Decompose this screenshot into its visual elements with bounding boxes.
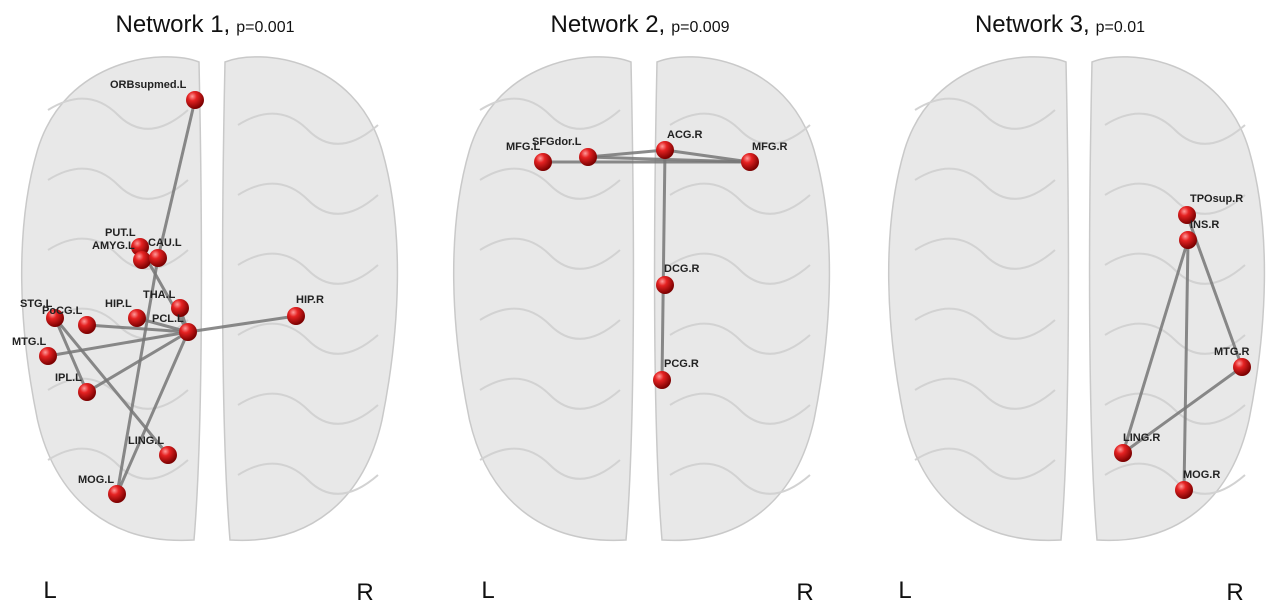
node-label: AMYG.L xyxy=(92,240,135,252)
node-label: IPL.L xyxy=(55,372,82,384)
title-text: Network 1, xyxy=(116,11,231,38)
node-label: PCG.R xyxy=(664,358,699,370)
panel-title: Network 3, p=0.01 xyxy=(975,11,1145,38)
node xyxy=(534,153,552,171)
node-label: THA.L xyxy=(143,289,176,301)
node xyxy=(39,347,57,365)
node-label: PUT.L xyxy=(105,227,136,239)
node-label: HIP.L xyxy=(105,298,132,310)
figure: Network 1, p=0.001 ORBsupmed.L PUT.LAMYG.L C… xyxy=(0,0,1283,604)
node-label: DCG.R xyxy=(664,263,700,275)
node-label: ORBsupmed.L xyxy=(110,79,187,91)
node xyxy=(579,148,597,166)
p-value: p=0.01 xyxy=(1096,19,1145,36)
node xyxy=(1175,481,1193,499)
panel: Network 3, p=0.01 TPOsup.R INS.R MTG.R LING.R… xyxy=(889,11,1265,604)
panel-title: Network 2, p=0.009 xyxy=(551,11,730,38)
node xyxy=(656,276,674,294)
left-label: L xyxy=(43,577,56,604)
node-label: TPOsup.R xyxy=(1190,193,1243,205)
node-label: MTG.L xyxy=(12,336,46,348)
right-label: R xyxy=(356,579,373,604)
node-label: PoCG.L xyxy=(42,305,83,317)
p-value: p=0.001 xyxy=(236,19,294,36)
node-label: MTG.R xyxy=(1214,346,1249,358)
right-label: R xyxy=(796,579,813,604)
p-value: p=0.009 xyxy=(671,19,729,36)
node xyxy=(1179,231,1197,249)
node xyxy=(128,309,146,327)
left-label: L xyxy=(481,577,494,604)
node-label: LING.L xyxy=(128,435,164,447)
node xyxy=(78,383,96,401)
left-label: L xyxy=(898,577,911,604)
node-label: INS.R xyxy=(1190,219,1219,231)
node xyxy=(656,141,674,159)
left-hemisphere xyxy=(889,57,1069,541)
node xyxy=(159,446,177,464)
left-hemisphere xyxy=(454,57,634,541)
node xyxy=(1114,444,1132,462)
node xyxy=(186,91,204,109)
node xyxy=(287,307,305,325)
title-text: Network 3, xyxy=(975,11,1090,38)
node-label: CAU.L xyxy=(148,237,182,249)
node xyxy=(78,316,96,334)
node xyxy=(741,153,759,171)
panel: Network 2,p=0.009MFG.LSFGdor.LACG.RMFG.R… xyxy=(454,11,830,604)
node-label: ACG.R xyxy=(667,129,703,141)
node xyxy=(108,485,126,503)
node xyxy=(133,251,151,269)
node-label: LING.R xyxy=(1123,432,1160,444)
node-label: SFGdor.L xyxy=(532,136,582,148)
node xyxy=(149,249,167,267)
node-label: MOG.R xyxy=(1183,469,1220,481)
node-label: PCL.L xyxy=(152,313,184,325)
node xyxy=(653,371,671,389)
node-label: MFG.R xyxy=(752,141,787,153)
node xyxy=(179,323,197,341)
node-label: HIP.R xyxy=(296,294,324,306)
node-label: MOG.L xyxy=(78,474,114,486)
right-label: R xyxy=(1226,579,1243,604)
node xyxy=(1233,358,1251,376)
panel-title: Network 1, p=0.001 xyxy=(116,11,295,38)
title-text: Network 2, xyxy=(551,11,666,38)
